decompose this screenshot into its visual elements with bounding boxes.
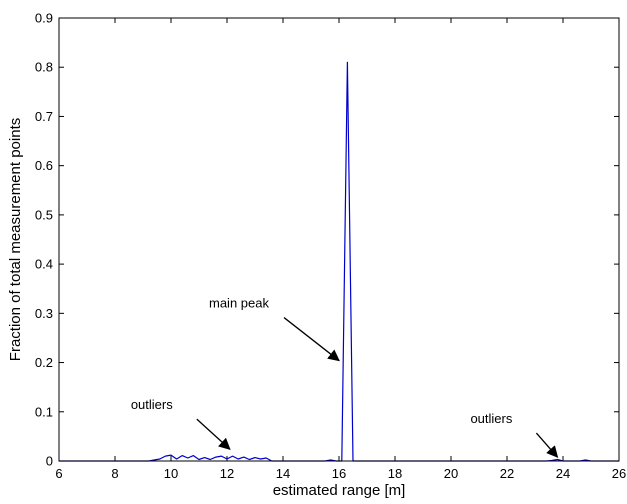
y-tick-label: 0.3	[35, 306, 53, 321]
annotation-arrow	[535, 432, 559, 458]
annotation-arrow	[196, 418, 231, 450]
x-tick-label: 22	[500, 466, 514, 481]
plot-area	[59, 18, 619, 461]
x-tick-label: 8	[111, 466, 118, 481]
x-tick-label: 24	[556, 466, 570, 481]
annotation-label: outliers	[131, 397, 173, 412]
annotation-arrow	[283, 317, 340, 362]
x-tick-label: 12	[220, 466, 234, 481]
y-tick-label: 0.7	[35, 109, 53, 124]
y-tick-label: 0.9	[35, 11, 53, 26]
annotation-layer: main peak outliers outliers	[131, 296, 559, 458]
x-tick-label: 20	[444, 466, 458, 481]
x-axis-title: estimated range [m]	[273, 482, 406, 499]
x-tick-label: 18	[388, 466, 402, 481]
ticks-layer: 6 8 10 12 14 16 18 20 22 24 26 0 0.1 0.2 0.3 0.4 0.5 0.6 0…	[35, 11, 626, 482]
y-tick-label: 0.5	[35, 207, 53, 222]
y-tick-label: 0	[46, 454, 53, 469]
y-tick-label: 0.2	[35, 355, 53, 370]
annotation-label: main peak	[209, 296, 269, 311]
annotation-label: outliers	[470, 411, 512, 426]
y-tick-label: 0.4	[35, 257, 53, 272]
x-tick-label: 14	[276, 466, 290, 481]
plot-frame	[58, 17, 620, 462]
y-axis-title: Fraction of total measurement points	[7, 118, 24, 361]
x-tick-label: 10	[164, 466, 178, 481]
x-tick-label: 16	[332, 466, 346, 481]
x-tick-label: 26	[612, 466, 626, 481]
y-tick-label: 0.1	[35, 404, 53, 419]
y-tick-label: 0.6	[35, 158, 53, 173]
y-tick-label: 0.8	[35, 60, 53, 75]
x-tick-label: 6	[55, 466, 62, 481]
